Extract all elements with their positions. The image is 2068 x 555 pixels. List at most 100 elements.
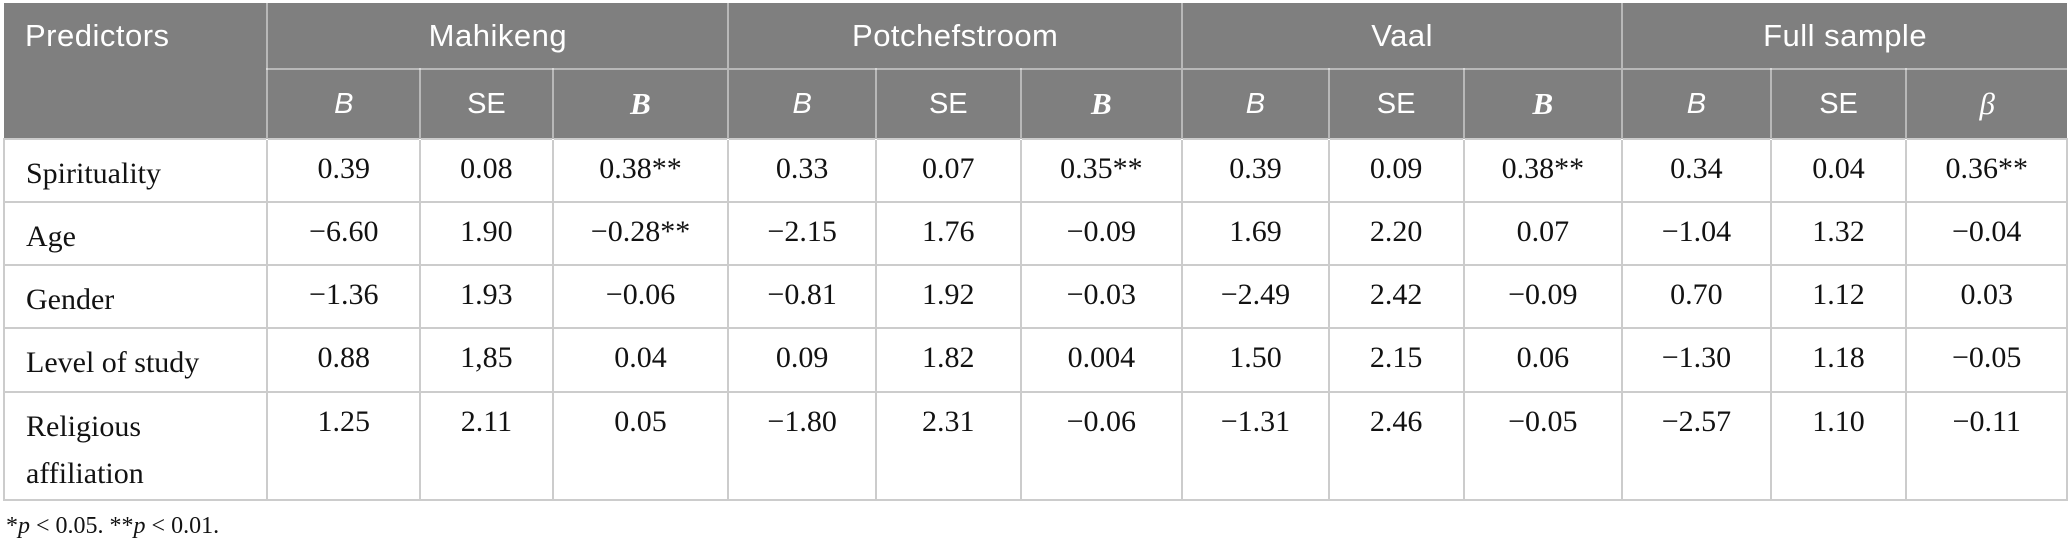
cell: 0.70 [1621, 264, 1772, 329]
cell: 0.36** [1905, 138, 2068, 203]
cell: 1.92 [874, 264, 1022, 329]
cell: 0.34 [1621, 138, 1772, 203]
cell: −1.30 [1621, 327, 1772, 393]
table-row-religious-affiliation: Religious affiliation 1.25 2.11 0.05 −1.… [2, 391, 2068, 501]
footnote-p-1: p [18, 513, 30, 539]
subheader-full-sample-se: SE [1769, 69, 1907, 139]
row-label: Age [2, 201, 269, 266]
cell: −1.04 [1621, 201, 1772, 266]
cell: 0.07 [1462, 201, 1624, 266]
predictors-column-header: Predictors [4, 3, 268, 139]
sub-header-row: B SE B B SE B B SE B B SE β [4, 69, 2067, 139]
group-header-potchefstroom: Potchefstroom [727, 3, 1183, 70]
cell: 0.09 [1327, 138, 1465, 203]
cell: 0.08 [419, 138, 554, 203]
significance-footnote: *p < 0.05. **p < 0.01. [6, 513, 2068, 540]
cell: −6.60 [266, 201, 422, 266]
subheader-vaal-se: SE [1327, 69, 1464, 139]
cell: −0.06 [551, 264, 730, 329]
row-label: Spirituality [2, 138, 269, 203]
cell: 1.82 [874, 327, 1022, 393]
cell: −2.15 [727, 201, 877, 266]
group-header-row: Predictors Mahikeng Potchefstroom Vaal F… [4, 3, 2067, 139]
cell: 1.12 [1769, 264, 1908, 329]
cell: 1.90 [419, 201, 554, 266]
row-label: Religious affiliation [2, 391, 269, 501]
subheader-full-sample-beta: β [1905, 69, 2067, 139]
regression-table: Predictors Mahikeng Potchefstroom Vaal F… [2, 3, 2068, 501]
footnote-text-1: < 0.05. [30, 513, 110, 539]
group-header-full-sample: Full sample [1621, 3, 2067, 70]
table-row-age: Age −6.60 1.90 −0.28** −2.15 1.76 −0.09 … [2, 201, 2068, 266]
cell: 0.35** [1019, 138, 1184, 203]
cell: 0.88 [266, 327, 422, 393]
footnote-text-2: < 0.01. [145, 513, 220, 539]
cell: −0.81 [727, 264, 877, 329]
subheader-full-sample-b: B [1621, 69, 1771, 139]
cell: 0.39 [266, 138, 422, 203]
row-label: Level of study [2, 327, 269, 393]
subheader-potchefstroom-beta: B [1019, 69, 1183, 139]
subheader-mahikeng-se: SE [419, 69, 553, 139]
cell: −1.80 [727, 391, 877, 501]
table-row-spirituality: Spirituality 0.39 0.08 0.38** 0.33 0.07 … [2, 138, 2068, 203]
cell: 1.25 [266, 391, 422, 501]
cell: 0.004 [1019, 327, 1184, 393]
table-header: Predictors Mahikeng Potchefstroom Vaal F… [4, 3, 2067, 139]
cell: −0.06 [1019, 391, 1184, 501]
cell: −2.49 [1181, 264, 1330, 329]
footnote-p-2: p [133, 513, 146, 539]
subheader-potchefstroom-se: SE [874, 69, 1021, 139]
table-row-level-of-study: Level of study 0.88 1,85 0.04 0.09 1.82 … [2, 327, 2068, 393]
cell: 0.03 [1905, 264, 2068, 329]
subheader-mahikeng-b: B [266, 69, 421, 139]
cell: −2.57 [1621, 391, 1772, 501]
subheader-mahikeng-beta: B [551, 69, 729, 139]
cell: 0.38** [1462, 138, 1624, 203]
cell: −0.11 [1905, 391, 2068, 501]
table-row-gender: Gender −1.36 1.93 −0.06 −0.81 1.92 −0.03… [2, 264, 2068, 329]
cell: −0.03 [1019, 264, 1184, 329]
table-body: Spirituality 0.39 0.08 0.38** 0.33 0.07 … [2, 138, 2068, 501]
cell: 0.04 [551, 327, 730, 393]
row-label: Gender [2, 264, 269, 329]
cell: 0.38** [551, 138, 730, 203]
footnote-stars-2: ** [109, 513, 134, 539]
cell: 0.09 [727, 327, 877, 393]
cell: 2.11 [419, 391, 554, 501]
cell: −0.04 [1905, 201, 2068, 266]
cell: 0.05 [551, 391, 730, 501]
subheader-vaal-b: B [1181, 69, 1329, 139]
cell: −0.28** [551, 201, 730, 266]
regression-table-figure: Predictors Mahikeng Potchefstroom Vaal F… [2, 3, 2068, 540]
cell: 1.10 [1769, 391, 1908, 501]
cell: −0.05 [1462, 391, 1624, 501]
cell: 1.18 [1769, 327, 1908, 393]
cell: 1.76 [874, 201, 1022, 266]
subheader-vaal-beta: B [1462, 69, 1623, 139]
cell: 1,85 [419, 327, 554, 393]
group-header-vaal: Vaal [1181, 3, 1623, 70]
cell: 2.42 [1327, 264, 1465, 329]
cell: 0.07 [874, 138, 1022, 203]
cell: 2.31 [874, 391, 1022, 501]
cell: 1.50 [1181, 327, 1330, 393]
cell: −1.31 [1181, 391, 1330, 501]
cell: 2.46 [1327, 391, 1465, 501]
cell: −0.09 [1019, 201, 1184, 266]
cell: 1.69 [1181, 201, 1330, 266]
subheader-potchefstroom-b: B [727, 69, 876, 139]
cell: 0.04 [1769, 138, 1908, 203]
cell: 2.15 [1327, 327, 1465, 393]
cell: 1.32 [1769, 201, 1908, 266]
cell: 0.06 [1462, 327, 1624, 393]
cell: 2.20 [1327, 201, 1465, 266]
cell: 0.33 [727, 138, 877, 203]
footnote-stars-1: * [6, 513, 18, 539]
cell: −0.05 [1905, 327, 2068, 393]
group-header-mahikeng: Mahikeng [266, 3, 729, 70]
cell: −1.36 [266, 264, 422, 329]
cell: 0.39 [1181, 138, 1330, 203]
cell: −0.09 [1462, 264, 1624, 329]
cell: 1.93 [419, 264, 554, 329]
